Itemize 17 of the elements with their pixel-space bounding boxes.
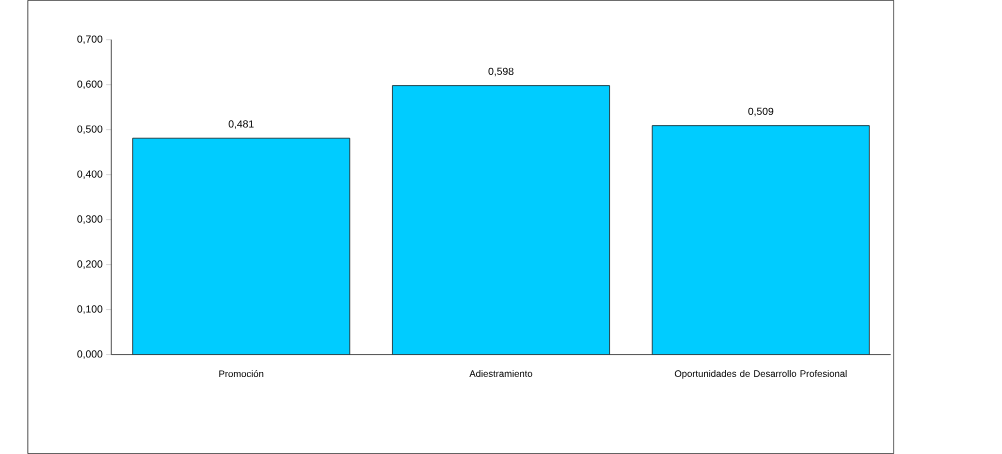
data-label: 0,509 (748, 107, 774, 117)
y-tick-label: 0,000 (77, 350, 103, 359)
data-label: 0,598 (488, 67, 514, 77)
bar (132, 138, 350, 355)
y-tick-label: 0,300 (77, 215, 103, 224)
bar (651, 125, 870, 355)
y-tick-label: 0,600 (77, 80, 103, 89)
y-tick-label: 0,500 (77, 125, 103, 134)
bar (392, 85, 610, 355)
y-tick-label: 0,400 (77, 170, 103, 179)
data-label: 0,481 (228, 120, 254, 129)
y-tick-label: 0,100 (77, 305, 103, 314)
x-tick-label: Promoción (219, 370, 264, 378)
x-tick-label: Adiestramiento (469, 370, 533, 377)
y-tick-label: 0,200 (77, 260, 103, 269)
x-tick-label: Oportunidades de Desarrollo Profesional (674, 370, 847, 379)
y-tick-label: 0,700 (77, 35, 103, 44)
